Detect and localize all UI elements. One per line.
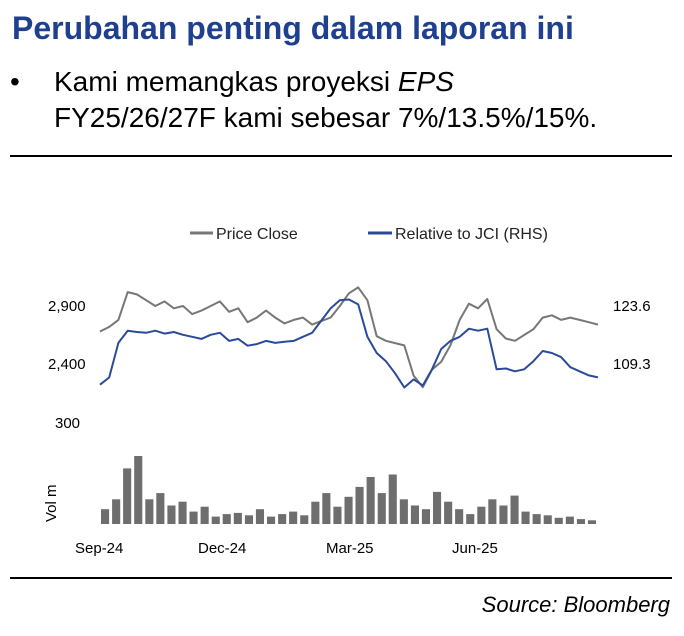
volume-bar — [410, 505, 419, 524]
volume-bar — [222, 514, 231, 524]
volume-bar — [399, 499, 408, 524]
legend-price-label: Price Close — [216, 226, 298, 243]
volume-bar — [211, 516, 220, 524]
volume-bar — [521, 511, 530, 524]
volume-bar — [455, 509, 464, 524]
y-left-tick: 2,400 — [48, 356, 86, 373]
bullet-symbol: • — [10, 66, 20, 97]
y-left-tick: 2,900 — [48, 298, 86, 315]
volume-bar — [576, 519, 585, 524]
volume-bar — [388, 474, 397, 524]
volume-bar — [444, 501, 453, 524]
volume-bar — [543, 515, 552, 524]
volume-bar — [145, 499, 154, 524]
volume-bar — [433, 491, 442, 524]
volume-bar — [499, 505, 508, 524]
volume-bar — [134, 456, 143, 524]
volume-bar — [289, 511, 298, 524]
price-chart: Price Close Relative to JCI (RHS) 2,900 … — [43, 226, 651, 557]
bullet-text: Kami memangkas proyeksi EPS FY25/26/27F … — [54, 64, 674, 136]
x-tick: Jun-25 — [452, 540, 498, 557]
volume-bar — [300, 515, 309, 524]
report-heading: Perubahan penting dalam laporan ini — [12, 10, 574, 46]
volume-bar — [278, 514, 287, 524]
bottom-divider — [10, 577, 672, 579]
volume-bar — [178, 501, 187, 524]
volume-bar — [233, 512, 242, 524]
volume-bar — [189, 511, 198, 524]
volume-bar — [355, 486, 364, 524]
bullet-text-plain: Kami memangkas proyeksi — [54, 66, 398, 97]
x-tick: Dec-24 — [198, 540, 246, 557]
y-left-tick: 300 — [55, 415, 80, 432]
volume-bar — [377, 493, 386, 524]
volume-bar — [333, 506, 342, 524]
x-tick: Sep-24 — [75, 540, 123, 557]
volume-bar — [244, 515, 253, 524]
bullet-text-line2: FY25/26/27F kami sebesar 7%/13.5%/15%. — [54, 102, 598, 133]
series-price-close-line — [99, 286, 599, 389]
volume-bar — [101, 509, 110, 524]
volume-bar — [123, 468, 132, 524]
source-note: Source: Bloomberg — [481, 592, 670, 617]
volume-bar — [532, 514, 541, 524]
volume-bar — [488, 499, 497, 524]
volume-bar — [477, 506, 486, 524]
volume-bar — [554, 517, 563, 524]
volume-bar — [255, 509, 264, 524]
volume-bar — [267, 516, 276, 524]
volume-bar — [344, 496, 353, 524]
volume-bar — [311, 501, 320, 524]
volume-bar — [200, 506, 209, 524]
bullet-text-italic: EPS — [397, 66, 454, 97]
volume-bar — [112, 499, 121, 524]
volume-bar — [421, 509, 430, 524]
volume-bar — [466, 514, 475, 524]
volume-bar — [510, 495, 519, 524]
volume-bar — [156, 493, 165, 524]
legend: Price Close Relative to JCI (RHS) — [190, 226, 548, 243]
volume-bars — [101, 456, 596, 524]
x-tick: Mar-25 — [326, 540, 374, 557]
top-divider — [10, 155, 672, 157]
y-right-tick: 123.6 — [613, 298, 651, 315]
series-relative-jci-line — [99, 298, 599, 389]
legend-relative-label: Relative to JCI (RHS) — [395, 226, 548, 243]
volume-bar — [322, 493, 331, 524]
y-right-tick: 109.3 — [613, 356, 651, 373]
volume-axis-label: Vol m — [43, 484, 60, 522]
volume-bar — [167, 505, 176, 524]
volume-bar — [366, 477, 375, 524]
volume-bar — [587, 520, 596, 524]
volume-bar — [565, 516, 574, 524]
